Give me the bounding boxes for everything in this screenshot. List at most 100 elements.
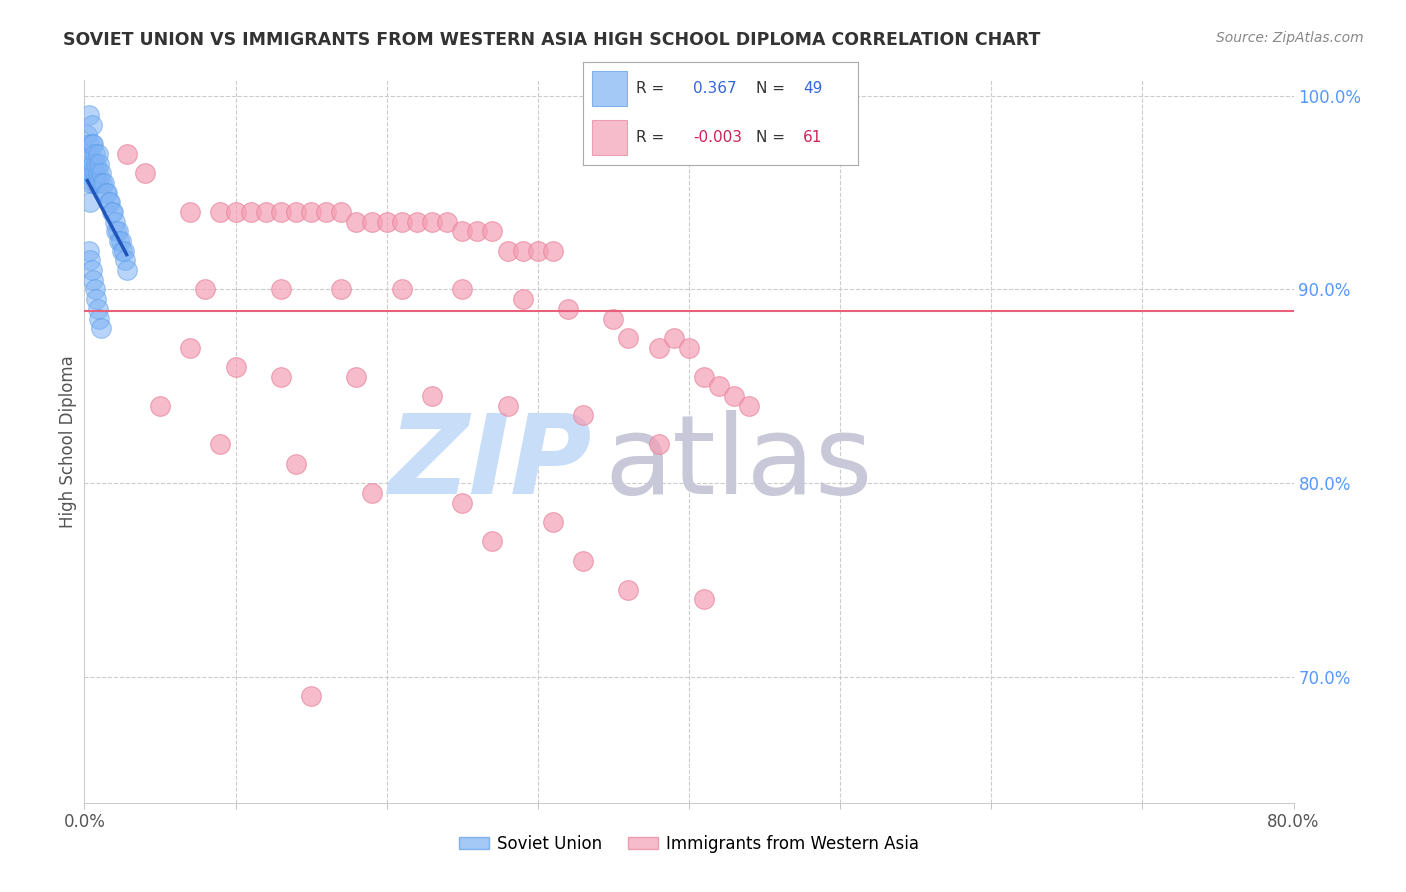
Point [101,205,124,219]
Point [90,321,112,335]
Point [96,186,118,200]
Point [270,369,292,384]
Text: 49: 49 [803,80,823,95]
Point [360,486,382,500]
Text: N =: N = [756,80,785,95]
Point [678,341,700,355]
Point [330,205,353,219]
Point [87,147,110,161]
Point [84,283,107,297]
Point [420,389,443,403]
Point [315,205,337,219]
Point [93,176,115,190]
Point [270,283,292,297]
Point [79,147,101,161]
Point [496,399,519,413]
Point [105,224,128,238]
Point [108,234,131,248]
Point [541,244,564,258]
Text: ZIP: ZIP [388,409,592,516]
Point [617,331,640,345]
Point [89,311,111,326]
Point [89,156,111,170]
Point [346,369,368,384]
Point [330,283,353,297]
Point [149,399,172,413]
Point [467,224,489,238]
Point [86,176,108,190]
Point [209,437,232,451]
Point [209,205,232,219]
Text: N =: N = [756,130,785,145]
Point [285,205,308,219]
Point [512,244,534,258]
Point [617,582,640,597]
Point [239,205,262,219]
Point [709,379,731,393]
Bar [592,120,627,155]
Point [738,399,761,413]
Point [527,244,550,258]
Point [420,215,443,229]
Point [86,292,108,306]
Point [82,176,104,190]
Point [270,205,292,219]
Point [80,263,103,277]
Point [79,176,101,190]
Point [77,137,100,152]
Point [80,118,103,132]
Point [94,186,117,200]
Point [299,205,322,219]
Point [86,156,108,170]
Point [572,409,595,423]
Point [194,283,217,297]
Point [481,534,503,549]
Point [406,215,429,229]
Bar [592,70,627,105]
Point [225,359,247,374]
Point [391,215,413,229]
Point [451,224,474,238]
Point [602,311,624,326]
Point [100,205,122,219]
Point [76,128,98,142]
Text: R =: R = [636,80,664,95]
Text: atlas: atlas [605,409,873,516]
Legend: Soviet Union, Immigrants from Western Asia: Soviet Union, Immigrants from Western As… [453,828,925,860]
Point [79,253,101,268]
Point [87,166,110,180]
Point [179,205,201,219]
Point [648,437,671,451]
Point [391,283,413,297]
Point [451,495,474,509]
Point [80,137,103,152]
Point [693,592,716,607]
Text: -0.003: -0.003 [693,130,742,145]
Point [80,166,103,180]
Text: R =: R = [636,130,664,145]
Point [76,166,98,180]
Point [662,331,685,345]
Point [115,147,138,161]
Point [225,205,247,219]
Text: SOVIET UNION VS IMMIGRANTS FROM WESTERN ASIA HIGH SCHOOL DIPLOMA CORRELATION CHA: SOVIET UNION VS IMMIGRANTS FROM WESTERN … [63,31,1040,49]
Point [512,292,534,306]
Point [375,215,398,229]
Point [90,166,112,180]
Point [104,215,127,229]
Point [110,234,132,248]
Point [723,389,745,403]
Point [97,195,120,210]
Point [98,195,121,210]
Point [451,283,474,297]
Point [82,137,104,152]
Text: Source: ZipAtlas.com: Source: ZipAtlas.com [1216,31,1364,45]
Point [115,263,138,277]
Point [89,176,111,190]
Point [648,341,671,355]
Point [346,215,368,229]
Point [77,108,100,122]
Point [77,244,100,258]
Point [84,147,107,161]
Point [436,215,458,229]
